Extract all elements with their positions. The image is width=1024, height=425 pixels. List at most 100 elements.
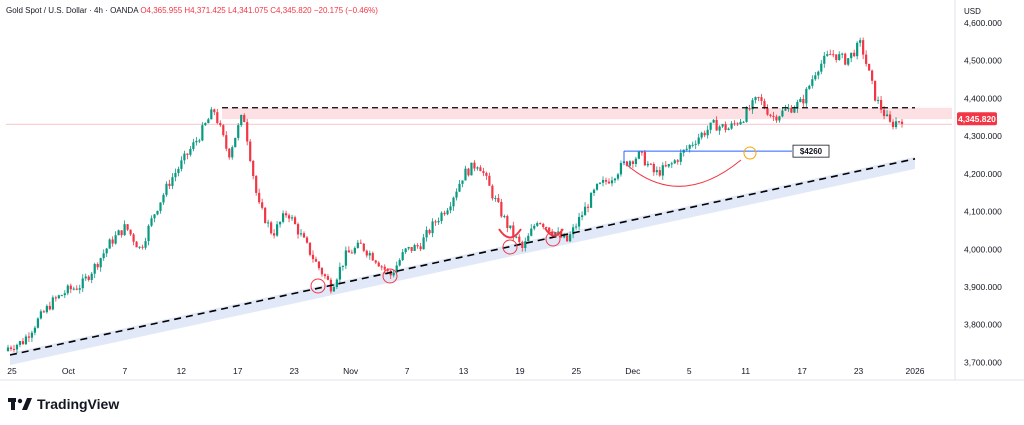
candle-body (129, 229, 132, 235)
candle-body (694, 143, 697, 145)
price-tick-label: 4,300.000 (964, 131, 1002, 141)
price-tick-label: 4,200.000 (964, 169, 1002, 179)
candle-body (323, 274, 327, 277)
candle-body (628, 161, 632, 166)
candle-body (111, 239, 114, 244)
drawing-tools[interactable]: $4260 (9, 107, 916, 356)
ohlc-high: H4,371.425 (184, 6, 226, 15)
candle-body (527, 235, 530, 242)
candle-body (299, 233, 303, 235)
candle-body (503, 216, 506, 218)
candle-body (60, 295, 63, 297)
candle-body (255, 176, 258, 193)
candle-body (162, 194, 165, 203)
candle-body (422, 237, 425, 250)
candle-body (784, 109, 787, 111)
candle-body (598, 182, 602, 184)
candle-body (177, 168, 180, 174)
candle-body (246, 122, 249, 142)
price-axis-labels: 3,700.000 3,800.000 3,900.000 4,000.000 4,10… (964, 18, 1002, 368)
candle-body (204, 123, 207, 126)
candle-body (117, 230, 120, 236)
candle-body (533, 225, 536, 229)
candle-body (658, 170, 661, 176)
candle-body (240, 115, 243, 126)
time-tick-label: 5 (687, 366, 692, 376)
candle-body (198, 140, 201, 142)
candle-body (102, 253, 105, 259)
candle-body (595, 183, 599, 190)
candle-body (563, 235, 566, 238)
candle-body (649, 163, 652, 165)
candle-body (640, 151, 643, 153)
candle-body (874, 80, 877, 101)
candle-body (123, 224, 126, 236)
candle-body (518, 236, 521, 242)
candle-body (18, 341, 22, 345)
candle-body (165, 183, 168, 195)
candle-body (449, 206, 452, 211)
time-tick-label: Nov (343, 366, 359, 376)
candle-body (500, 201, 503, 217)
candle-body (192, 142, 195, 149)
candle-body (482, 171, 485, 174)
price-tick-label: 4,500.000 (964, 56, 1002, 66)
time-tick-label: Dec (625, 366, 641, 376)
candle-body (512, 225, 515, 237)
candle-body (15, 344, 19, 350)
candle-body (126, 224, 129, 230)
candle-body (509, 225, 512, 228)
candle-body (545, 227, 548, 229)
candle-body (231, 147, 234, 158)
candle-body (273, 233, 276, 236)
candle-body (751, 100, 754, 110)
candle-body (249, 141, 252, 161)
candle-body (868, 63, 871, 71)
candle-body (586, 206, 590, 208)
candle-body (793, 108, 796, 113)
candle-body (276, 224, 279, 236)
candle-body (757, 97, 760, 99)
candle-body (413, 245, 416, 251)
price-tick-label: 3,700.000 (964, 357, 1002, 367)
candle-body (207, 119, 210, 124)
candle-body (153, 214, 156, 219)
candle-body (63, 293, 66, 296)
candle-body (748, 108, 751, 110)
candle-body (548, 227, 551, 232)
candle-body (515, 236, 518, 238)
candle-body (392, 272, 395, 276)
candle-body (882, 109, 886, 117)
candle-body (171, 177, 174, 186)
candle-body (667, 164, 670, 167)
candle-body (619, 163, 623, 175)
candle-body (506, 216, 509, 228)
candle-body (536, 223, 539, 226)
time-tick-label: 13 (459, 366, 469, 376)
candle-body (141, 246, 144, 248)
candle-body (853, 52, 856, 57)
candle-body (6, 347, 10, 352)
candle-body (45, 305, 48, 313)
time-tick-label: 7 (123, 366, 128, 376)
candle-body (775, 116, 778, 121)
ohlc-open: O4,365.955 (140, 6, 183, 15)
candle-body (428, 229, 431, 234)
candle-body (700, 132, 703, 138)
time-tick-label: 23 (854, 366, 864, 376)
candle-body (745, 108, 748, 122)
candle-body (335, 279, 338, 287)
symbol-legend[interactable]: Gold Spot / U.S. Dollar · 4h · OANDA O4,… (6, 6, 378, 15)
candle-body (455, 191, 458, 198)
candle-body (114, 235, 117, 244)
last-price-badge (957, 112, 997, 126)
candle-body (81, 278, 84, 289)
candle-body (195, 140, 198, 143)
price-axis-pane[interactable] (955, 0, 1024, 380)
candle-body (371, 253, 374, 261)
tradingview-brand[interactable]: TradingView (8, 396, 119, 412)
candle-body (410, 247, 413, 251)
